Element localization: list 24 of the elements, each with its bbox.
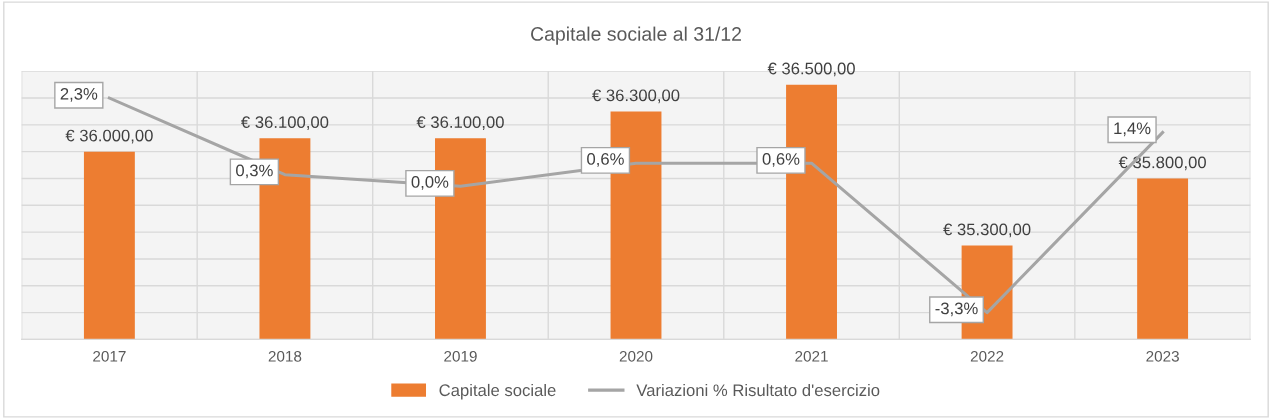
data-label: 0,6% <box>587 153 624 167</box>
data-label: 1,4% <box>1114 122 1151 137</box>
data-label: -3,3% <box>935 302 978 317</box>
data-label: € 36.300,00 <box>592 89 680 104</box>
data-label: 0,6% <box>762 153 800 167</box>
legend-label: Capitale sociale <box>439 383 556 400</box>
data-label: € 36.100,00 <box>241 116 329 130</box>
data-label: € 36.100,00 <box>416 116 504 130</box>
x-tick-label: 2022 <box>970 350 1004 362</box>
data-label: € 36.000,00 <box>65 129 153 144</box>
x-tick-label: 2023 <box>1146 350 1179 362</box>
legend-label: Variazioni % Risultato d'esercizio <box>636 383 880 397</box>
x-tick-label: 2019 <box>444 350 477 362</box>
x-tick-label: 2017 <box>93 350 126 362</box>
chart-title: Capitale sociale al 31/12 <box>531 26 741 45</box>
x-tick-label: 2020 <box>619 350 653 362</box>
x-tick-label: 2021 <box>795 350 828 362</box>
data-label: 0,0% <box>411 176 449 190</box>
data-label: 2,3% <box>60 87 98 102</box>
x-tick-label: 2018 <box>268 350 302 362</box>
data-label: € 35.300,00 <box>943 223 1031 238</box>
data-label: 0,3% <box>236 164 273 179</box>
data-label: € 35.800,00 <box>1118 156 1206 171</box>
data-label: € 36.500,00 <box>767 62 855 77</box>
